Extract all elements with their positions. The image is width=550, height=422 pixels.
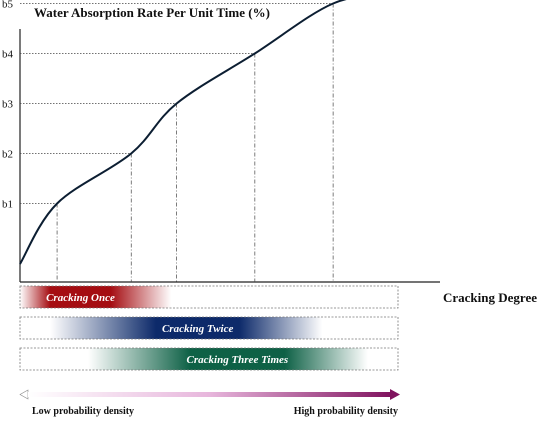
y-tick-label-1: b1 xyxy=(2,199,13,211)
cracking-bands: Cracking Once Cracking Twice Cracking Thre… xyxy=(19,285,399,371)
density-low-label: Low probability density xyxy=(32,406,134,417)
band-label-3: Cracking Three Times xyxy=(187,354,289,366)
y-tick-label-3: b3 xyxy=(2,99,14,111)
band-label-2: Cracking Twice xyxy=(162,323,234,335)
guide-lines xyxy=(20,3,334,282)
density-high-label: High probability density xyxy=(294,406,398,417)
band-3 xyxy=(19,347,399,371)
absorption-curve xyxy=(19,0,347,265)
y-tick-labels: b1 b2 b3 b4 b5 xyxy=(2,0,14,211)
band-1 xyxy=(19,285,399,309)
band-2 xyxy=(19,316,399,340)
y-tick-label-4: b4 xyxy=(2,49,14,61)
y-tick-label-5: b5 xyxy=(2,0,14,11)
y-tick-label-2: b2 xyxy=(2,149,13,161)
density-bar xyxy=(28,392,391,397)
band-label-1: Cracking Once xyxy=(46,292,115,304)
x-axis-label: Cracking Degree xyxy=(443,290,537,305)
density-arrow-right xyxy=(390,389,400,400)
density-scale: Low probability density High probability … xyxy=(19,389,400,417)
y-axis-label: Water Absorption Rate Per Unit Time (%) xyxy=(34,5,270,20)
density-arrow-left xyxy=(19,389,29,400)
